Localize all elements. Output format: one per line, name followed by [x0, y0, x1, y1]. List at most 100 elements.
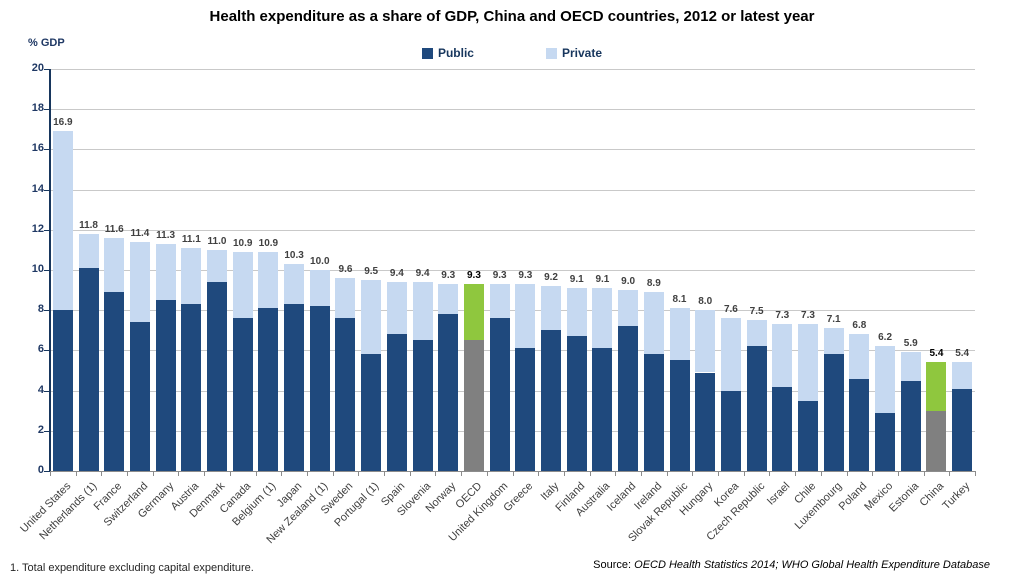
- bar-public-france: [104, 292, 125, 471]
- gridline: [50, 109, 975, 111]
- x-axis-tick: [820, 472, 822, 476]
- bar-private-poland: [849, 334, 870, 379]
- x-axis-tick: [666, 472, 668, 476]
- bar-private-japan: [284, 263, 305, 305]
- y-axis-tick: [44, 270, 50, 271]
- legend: Public Private: [0, 46, 1024, 60]
- bar-public-slovenia: [412, 340, 433, 471]
- bar-private-canada: [232, 251, 253, 319]
- bar-public-portugal-: [361, 354, 382, 471]
- x-axis-tick: [640, 472, 642, 476]
- bar-private-turkey: [952, 362, 973, 389]
- legend-label-private: Private: [561, 46, 603, 60]
- bar-value-label: 9.3: [492, 270, 507, 282]
- bar-private-norway: [438, 284, 459, 315]
- bar-public-norway: [438, 314, 459, 471]
- bar-private-sweden: [335, 278, 356, 319]
- y-axis-tick-label: 10: [31, 263, 44, 275]
- x-axis-category-label: Israel: [765, 480, 793, 508]
- bar-private-greece: [515, 284, 536, 349]
- bar-public-spain: [386, 334, 407, 471]
- x-axis-tick: [178, 472, 180, 476]
- bar-public-germany: [155, 300, 176, 471]
- bar-value-label: 11.0: [207, 235, 227, 247]
- bar-public-canada: [232, 318, 253, 471]
- bar-private-slovak-republic: [669, 308, 690, 361]
- bar-value-label: 9.4: [389, 268, 404, 280]
- bar-value-label: 9.3: [518, 270, 533, 282]
- x-axis-line: [50, 471, 976, 472]
- x-axis-tick: [75, 472, 77, 476]
- bar-public-turkey: [952, 388, 973, 471]
- bar-value-label: 9.3: [441, 270, 456, 282]
- y-axis-tick-label: 2: [37, 423, 44, 436]
- bar-value-label: 7.1: [826, 314, 841, 326]
- bar-public-united-kingdom: [489, 318, 510, 471]
- bar-public-japan: [284, 304, 305, 471]
- bar-private-united-kingdom: [489, 284, 510, 319]
- x-axis-tick: [204, 472, 206, 476]
- legend-item-public: Public: [421, 46, 474, 60]
- bar-public-hungary: [695, 372, 716, 471]
- x-axis-tick: [897, 472, 899, 476]
- bar-public-estonia: [900, 380, 921, 471]
- bar-public-chile: [797, 400, 818, 471]
- bar-public-ireland: [643, 354, 664, 471]
- bar-public-luxembourg: [823, 354, 844, 471]
- gridline: [50, 149, 975, 151]
- bar-public-poland: [849, 378, 870, 471]
- bar-public-korea: [720, 390, 741, 471]
- y-axis-tick: [44, 390, 50, 392]
- bar-public-italy: [541, 330, 562, 471]
- bar-value-label: 7.3: [775, 310, 790, 322]
- y-axis-line: [49, 69, 51, 471]
- bar-value-label: 10.9: [232, 237, 253, 249]
- bar-public-oecd: [463, 340, 484, 471]
- bar-value-label: 9.1: [595, 274, 610, 286]
- bar-public-mexico: [875, 412, 896, 471]
- y-axis-tick-label: 20: [31, 62, 44, 74]
- x-axis-tick: [589, 472, 591, 476]
- x-axis-tick: [692, 472, 694, 476]
- bar-value-label: 7.5: [749, 306, 764, 318]
- bar-private-united-states: [52, 131, 73, 311]
- bar-public-czech-republic: [746, 346, 767, 471]
- bar-private-oecd: [463, 284, 484, 341]
- bar-value-label: 5.4: [955, 348, 970, 360]
- bar-private-germany: [155, 243, 176, 301]
- bar-private-finland: [566, 288, 587, 337]
- gridline: [50, 310, 975, 312]
- y-axis-tick-label: 18: [31, 102, 44, 115]
- bar-private-portugal-: [361, 280, 382, 355]
- bar-value-label: 8.9: [646, 278, 661, 290]
- bar-public-slovak-republic: [669, 360, 690, 471]
- gridline: [50, 430, 975, 432]
- y-axis-tick: [44, 189, 50, 191]
- gridline: [50, 189, 975, 191]
- bar-value-label: 11.4: [130, 227, 150, 239]
- gridline: [50, 229, 975, 231]
- source-prefix: Source:: [593, 559, 632, 571]
- bar-public-iceland: [618, 326, 639, 471]
- chart-title: Health expenditure as a share of GDP, Ch…: [209, 8, 815, 25]
- x-axis-tick: [127, 472, 129, 476]
- y-axis-title: % GDP: [28, 37, 65, 49]
- gridline: [50, 270, 975, 271]
- bar-public-finland: [566, 336, 587, 471]
- x-axis-tick: [718, 472, 720, 476]
- bar-public-china: [926, 410, 947, 471]
- bar-private-slovenia: [412, 282, 433, 341]
- bar-value-label: 11.3: [156, 229, 176, 241]
- y-axis-tick-label: 6: [37, 343, 44, 356]
- bar-value-label: 16.9: [53, 117, 73, 129]
- footnote: 1. Total expenditure excluding capital e…: [10, 562, 254, 574]
- bar-private-switzerland: [129, 241, 150, 323]
- y-axis-tick: [44, 229, 50, 231]
- bar-private-denmark: [207, 249, 227, 283]
- y-axis-tick: [44, 149, 50, 151]
- x-axis-tick: [229, 472, 231, 476]
- bar-private-netherlands-: [78, 233, 99, 268]
- bar-value-label: 9.6: [338, 264, 353, 276]
- x-axis-tick: [306, 472, 308, 476]
